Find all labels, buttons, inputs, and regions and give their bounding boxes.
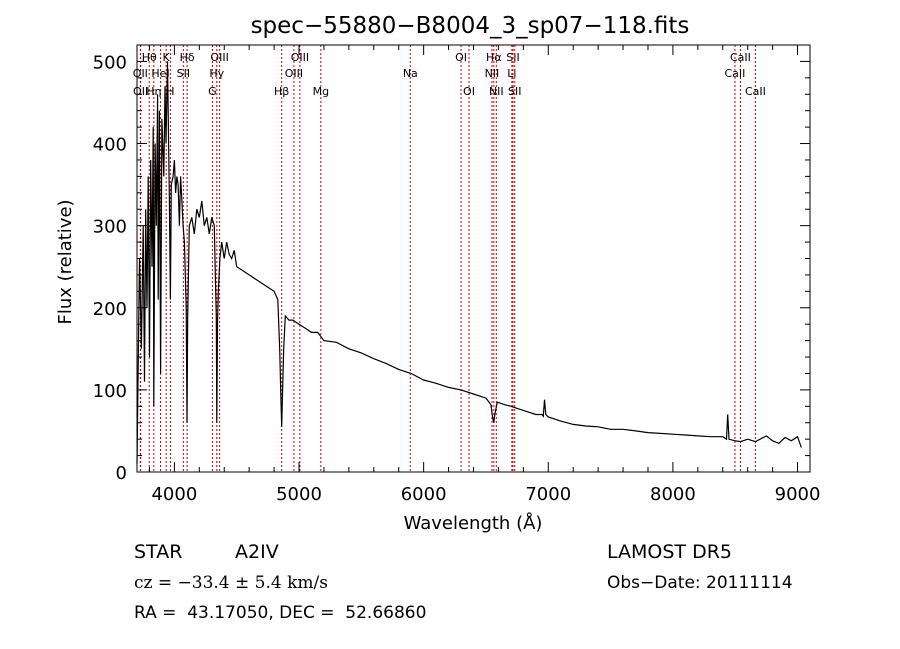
- line-label-14: Na: [403, 67, 418, 80]
- line-label-19: Hη: [146, 85, 161, 98]
- line-label-3: OIII: [210, 51, 228, 64]
- line-label-11: SII: [177, 67, 190, 80]
- line-label-0: Hθ: [142, 51, 157, 64]
- y-tick-label: 100: [93, 381, 127, 402]
- line-label-8: CaII: [730, 51, 751, 64]
- line-label-24: OI: [463, 85, 475, 98]
- line-label-10: HeI: [151, 67, 169, 80]
- y-axis-label: Flux (relative): [55, 199, 76, 324]
- survey-name: LAMOST DR5: [607, 541, 732, 563]
- line-label-27: CaII: [745, 85, 766, 98]
- line-label-21: G: [208, 85, 217, 98]
- line-label-16: Li: [507, 67, 516, 80]
- line-label-12: Hγ: [209, 67, 224, 80]
- line-label-22: Hβ: [274, 85, 289, 98]
- line-label-25: NII: [489, 85, 504, 98]
- line-label-7: SII: [506, 51, 519, 64]
- x-tick-label: 4000: [151, 484, 197, 505]
- x-tick-label: 6000: [401, 484, 447, 505]
- sky-coordinates: RA = 43.17050, DEC = 52.66860: [134, 603, 427, 623]
- spectrum-series: [136, 61, 802, 464]
- y-axis: 0 100 200 300 400 500: [93, 52, 810, 484]
- x-tick-label: 5000: [276, 484, 322, 505]
- object-type: STAR: [134, 541, 183, 563]
- line-label-5: OI: [455, 51, 467, 64]
- line-label-23: Mg: [313, 85, 329, 98]
- y-tick-label: 300: [93, 217, 127, 238]
- line-label-15: NII: [485, 67, 500, 80]
- line-label-17: CaII: [725, 67, 746, 80]
- y-tick-label: 0: [116, 463, 127, 484]
- x-tick-label: 7000: [525, 484, 571, 505]
- x-axis-label: Wavelength (Å): [404, 512, 543, 534]
- redshift-velocity: cz = −33.4 ± 5.4 km/s: [134, 573, 328, 593]
- y-tick-label: 500: [93, 52, 127, 73]
- plot-frame: [136, 44, 811, 473]
- line-label-6: Hα: [486, 51, 502, 64]
- line-label-4: OIII: [291, 51, 309, 64]
- observation-date: Obs−Date: 20111114: [607, 573, 793, 593]
- line-label-20: H: [166, 85, 174, 98]
- y-tick-label: 400: [93, 135, 127, 156]
- line-label-1: K: [163, 51, 171, 64]
- spectrum-line-0: [136, 61, 802, 464]
- x-axis: 4000 5000 6000 7000 8000 9000: [148, 45, 821, 505]
- x-tick-label: 9000: [775, 484, 821, 505]
- spectral-subclass: A2IV: [235, 541, 279, 563]
- y-tick-label: 200: [93, 299, 127, 320]
- line-label-13: OIII: [285, 67, 303, 80]
- line-label-26: SII: [508, 85, 521, 98]
- line-label-2: Hδ: [180, 51, 195, 64]
- chart-title: spec−55880−B8004_3_sp07−118.fits: [251, 13, 690, 39]
- x-tick-label: 8000: [650, 484, 696, 505]
